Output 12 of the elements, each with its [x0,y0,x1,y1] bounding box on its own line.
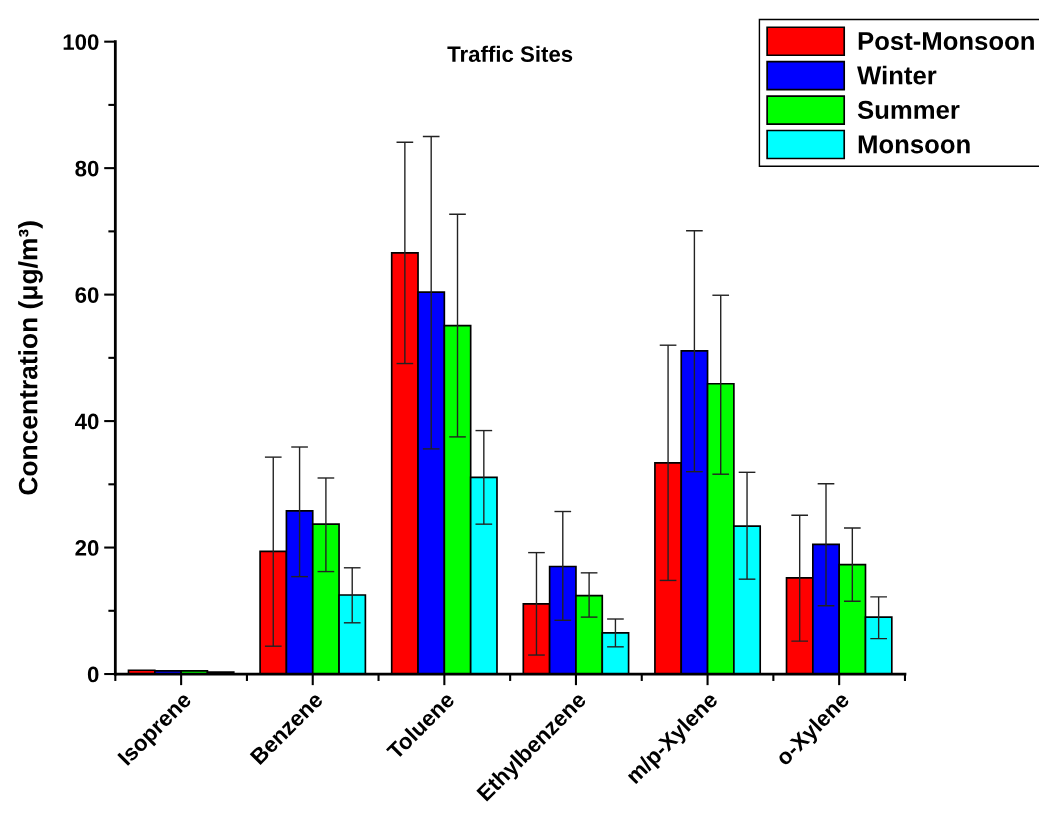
legend-label: Post-Monsoon [858,32,1034,51]
y-tick-label: 100 [63,34,99,50]
legend-label: Monsoon [858,135,970,154]
y-tick-label: 0 [87,666,99,683]
y-tick-label: 40 [74,413,99,430]
y-tick-label: 20 [75,540,99,556]
y-tick-label: 60 [75,287,99,303]
legend-label: Winter [857,65,937,85]
legend-label: Summer [857,100,960,119]
chart-title: Traffic Sites [447,45,573,63]
y-tick-label: 80 [75,160,99,177]
y-axis-title: Concentration (μg/m³) [18,221,43,495]
